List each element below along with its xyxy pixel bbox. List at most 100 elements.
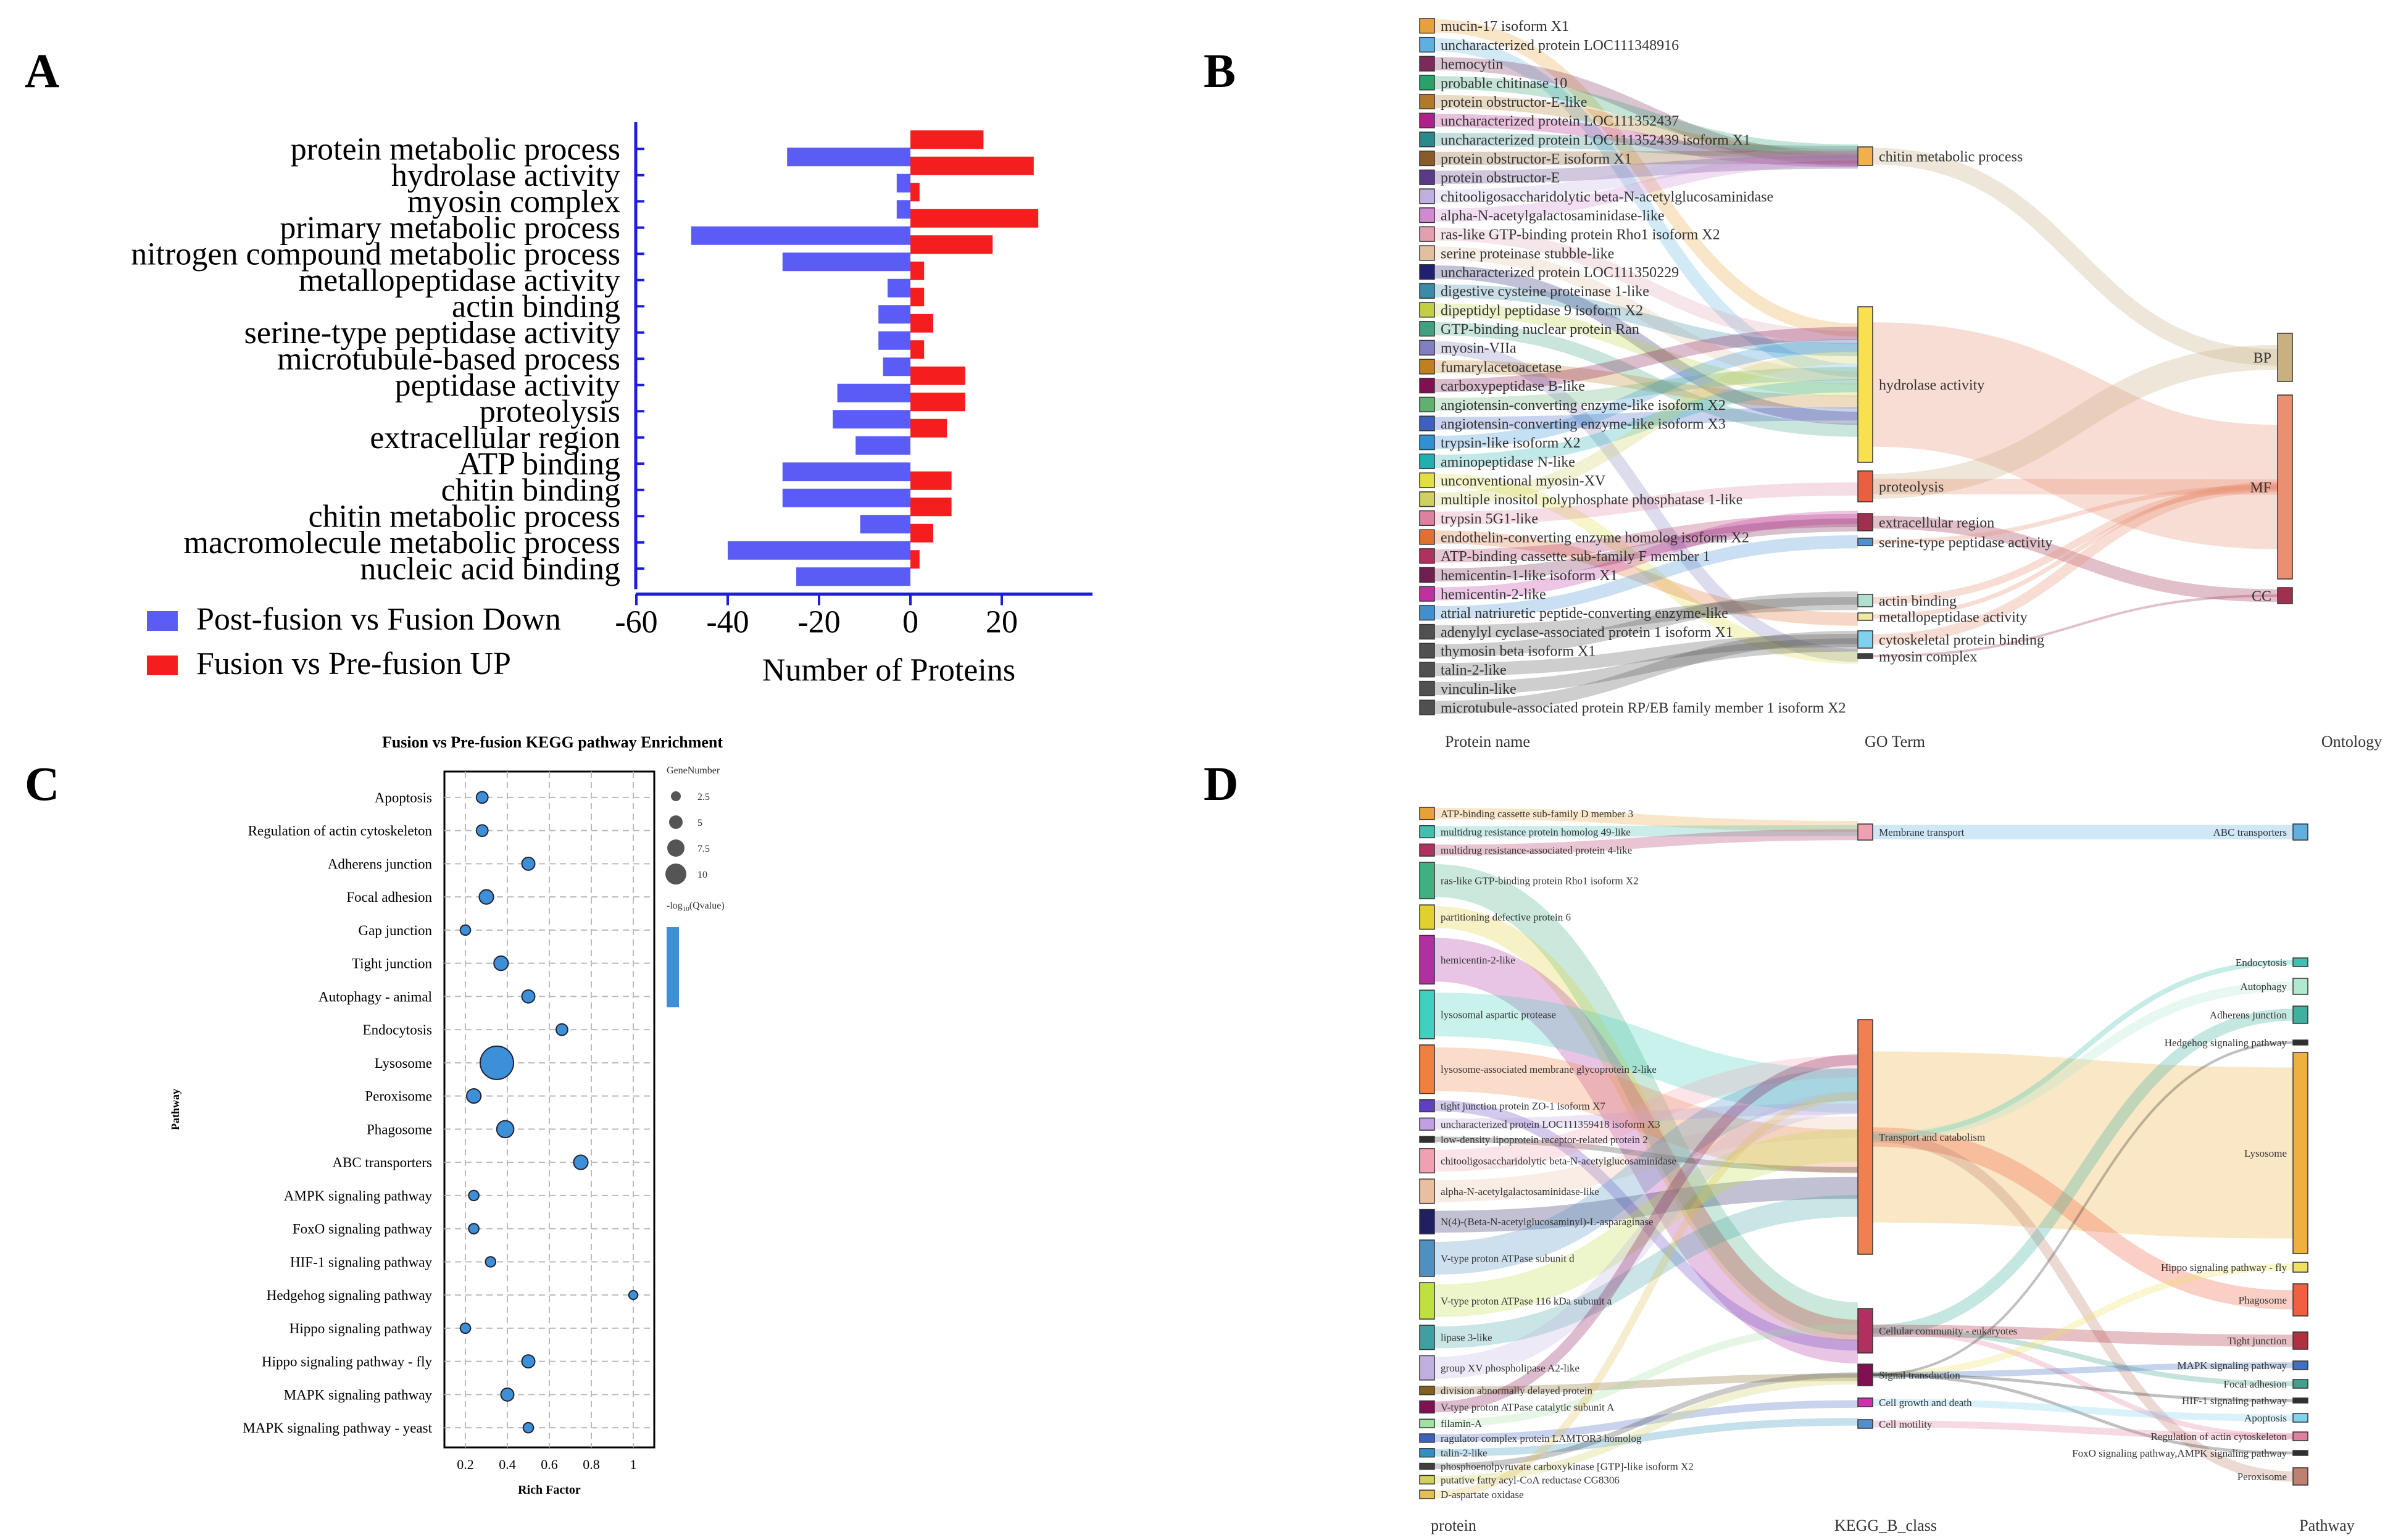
c-bubble: [573, 1154, 589, 1170]
b-protein-label: angiotensin-converting enzyme-like isofo…: [1441, 397, 1726, 414]
c-bubble: [468, 1189, 480, 1202]
d-mid-label: Signal transduction: [1879, 1369, 1960, 1381]
b-right-node: [2277, 394, 2293, 580]
b-protein-node: [1419, 567, 1435, 583]
kegg-sankey-diagram: ATP-binding cassette sub-family D member…: [1419, 807, 2355, 1534]
b-link: [1872, 322, 2278, 549]
b-protein-label: protein obstructor-E isoform X1: [1441, 151, 1631, 167]
a-bar-down: [896, 200, 910, 219]
b-protein-node: [1419, 339, 1435, 356]
d-mid-node: [1857, 1397, 1873, 1407]
kegg-dot-plot: Fusion vs Pre-fusion KEGG pathway Enrich…: [169, 733, 725, 1497]
d-right-node: [2292, 823, 2308, 841]
d-link: [1872, 1131, 2294, 1482]
b-protein-node: [1419, 435, 1435, 451]
c-bubble: [475, 791, 489, 804]
a-category-label: ATP binding: [459, 446, 620, 481]
b-protein-label: microtubule-associated protein RP/EB fam…: [1441, 701, 1846, 717]
b-link: [1434, 341, 1858, 662]
b-link: [1434, 227, 1858, 344]
c-size-legend-dot: [667, 839, 685, 857]
b-link: [1434, 57, 1858, 166]
d-protein-node: [1419, 1209, 1435, 1234]
b-right-label: BP: [2254, 350, 2271, 366]
d-protein-node: [1419, 1448, 1435, 1458]
d-protein-node: [1419, 1148, 1435, 1173]
b-link: [1872, 483, 2278, 604]
b-links: [1434, 19, 2278, 714]
d-protein-node: [1419, 1136, 1435, 1143]
c-size-legend-label: 2.5: [697, 792, 710, 802]
b-protein-label: vinculin-like: [1441, 681, 1517, 697]
b-link: [1434, 19, 1858, 337]
a-bar-down: [796, 567, 910, 586]
b-link: [1872, 485, 2278, 619]
panel-label-d: D: [1204, 757, 1239, 810]
b-link: [1434, 518, 1858, 582]
a-bar-up: [910, 340, 925, 359]
b-right-label: MF: [2250, 480, 2271, 496]
c-bubble: [496, 1120, 515, 1139]
a-bar-down: [787, 148, 910, 167]
b-protein-node: [1419, 472, 1435, 488]
b-mid-label: hydrolase activity: [1879, 377, 1984, 393]
a-bar-down: [883, 357, 910, 377]
d-right-node: [2292, 1005, 2308, 1024]
d-link: [1872, 1420, 2294, 1440]
c-pathway-label: Peroxisome: [365, 1089, 432, 1104]
b-link: [1434, 38, 1858, 377]
a-bar-up: [910, 314, 933, 333]
c-title: Fusion vs Pre-fusion KEGG pathway Enrich…: [382, 733, 723, 751]
b-mid-label: chitin metabolic process: [1879, 149, 2023, 165]
d-link: [1872, 1009, 2294, 1337]
d-protein-node: [1419, 1355, 1435, 1381]
b-link: [1434, 482, 1858, 525]
d-link: [1434, 1323, 1858, 1428]
b-protein-node: [1419, 321, 1435, 337]
d-protein-node: [1419, 904, 1435, 930]
b-protein-label: atrial natriuretic peptide-converting en…: [1441, 606, 1728, 622]
d-mid-node: [1857, 823, 1873, 841]
b-protein-label: multiple inositol polyphosphate phosphat…: [1441, 492, 1742, 508]
a-legend-label: Post-fusion vs Fusion Down: [196, 602, 561, 637]
d-protein-label: V-type proton ATPase subunit d: [1441, 1252, 1575, 1264]
b-protein-node: [1419, 510, 1435, 526]
b-mid-node: [1857, 630, 1873, 649]
d-link: [1434, 1055, 1858, 1172]
d-right-label: Regulation of actin cytoskeleton: [2151, 1431, 2287, 1442]
a-bar-down: [728, 541, 910, 560]
b-protein-node: [1419, 264, 1435, 280]
d-right-node: [2292, 1413, 2308, 1423]
b-mid-label: actin binding: [1879, 593, 1957, 609]
d-link: [1872, 1127, 2294, 1310]
b-protein-label: protein obstructor-E-like: [1441, 94, 1587, 110]
b-protein-label: aminopeptidase N-like: [1441, 454, 1575, 470]
d-protein-label: ragulator complex protein LAMTOR3 homolo…: [1441, 1433, 1642, 1444]
d-link: [1872, 1263, 2294, 1379]
b-link: [1434, 351, 1858, 506]
d-protein-label: alpha-N-acetylgalactosaminidase-like: [1441, 1186, 1599, 1197]
d-right-label: Apoptosis: [2244, 1412, 2287, 1424]
c-pathway-label: Lysosome: [375, 1055, 432, 1071]
c-size-legend-dot: [671, 791, 681, 801]
c-pathway-label: ABC transporters: [332, 1155, 432, 1170]
c-bubble: [628, 1289, 639, 1301]
a-bar-down: [855, 436, 910, 455]
b-protein-node: [1419, 491, 1435, 507]
b-link: [1872, 478, 2278, 495]
c-bubble: [522, 1421, 535, 1434]
b-protein-node: [1419, 396, 1435, 412]
d-right-node: [2292, 1039, 2308, 1046]
b-link: [1434, 597, 1858, 639]
d-right-node: [2292, 1360, 2308, 1370]
d-mid-label: Cellular community - eukaryotes: [1879, 1325, 2017, 1337]
d-protein-label: filamin-A: [1441, 1418, 1483, 1430]
b-protein-label: angiotensin-converting enzyme-like isofo…: [1441, 416, 1726, 432]
c-pathway-label: MAPK signaling pathway: [284, 1387, 433, 1402]
b-right-label: CC: [2252, 588, 2271, 604]
d-right-node: [2292, 1397, 2308, 1404]
b-protein-label: alpha-N-acetylgalactosaminidase-like: [1441, 208, 1665, 224]
b-protein-node: [1419, 453, 1435, 469]
a-category-label: serine-type peptidase activity: [244, 315, 620, 351]
b-protein-node: [1419, 112, 1435, 128]
